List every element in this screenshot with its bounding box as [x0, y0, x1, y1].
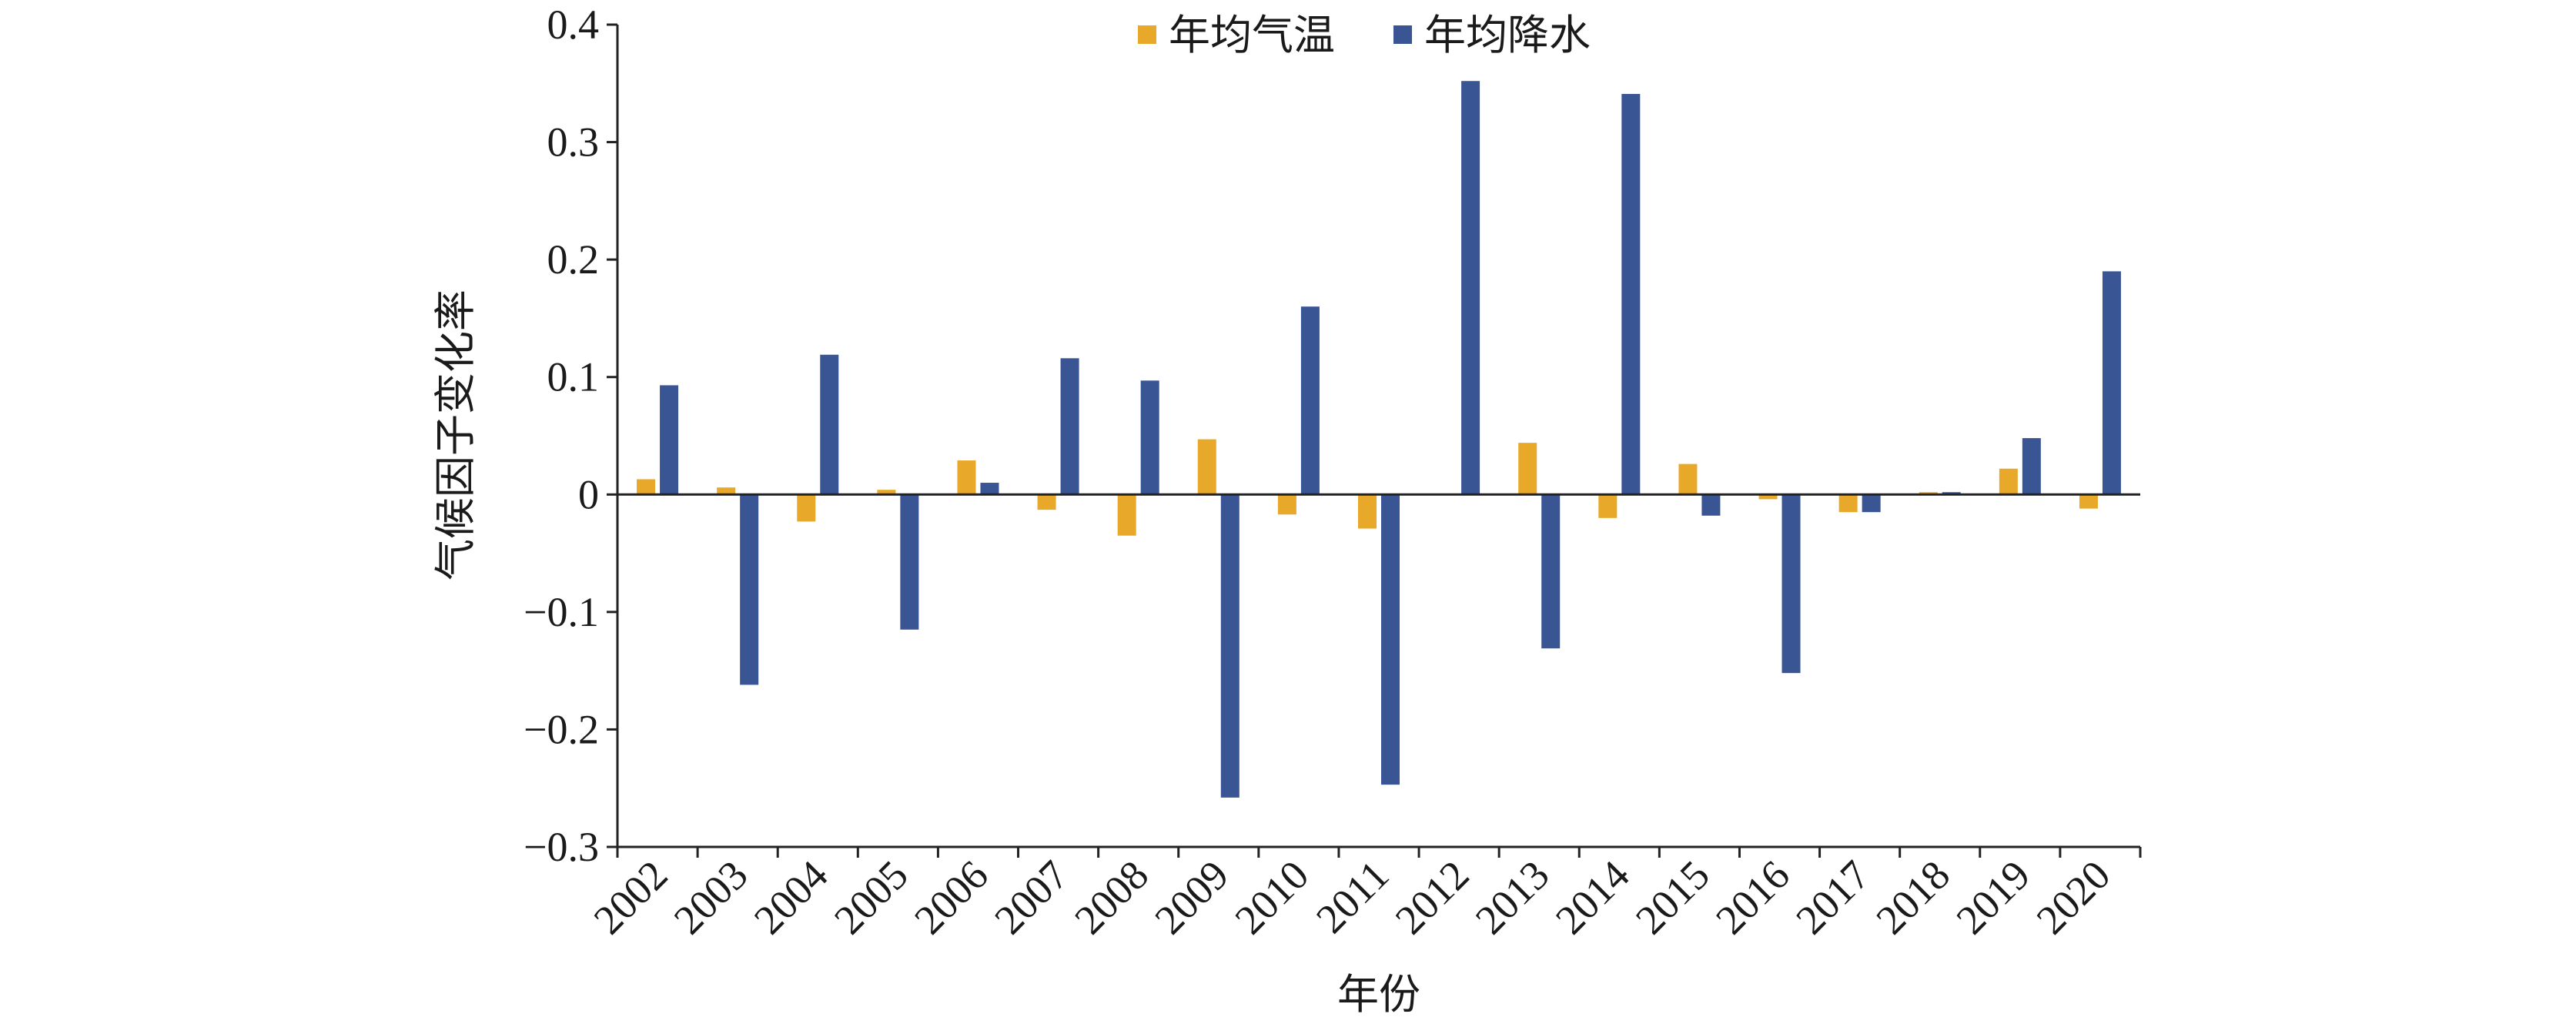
bar-temperature	[1117, 494, 1136, 536]
legend: 年均气温 年均降水	[1138, 11, 1591, 59]
bar-precipitation	[1781, 494, 1801, 674]
legend-swatch-precipitation	[1393, 25, 1412, 44]
bar-temperature	[1999, 468, 2018, 495]
bar-temperature	[1518, 443, 1537, 495]
y-tick-label: 0.3	[547, 119, 600, 166]
bar-temperature	[2079, 494, 2098, 509]
bar-precipitation	[1381, 494, 1400, 785]
x-tick-label: 2004	[745, 852, 837, 943]
x-tick-label: 2005	[825, 852, 917, 943]
bar-precipitation	[2022, 438, 2041, 495]
x-tick-label: 2014	[1547, 852, 1638, 943]
bar-temperature	[637, 479, 656, 495]
x-tick-label: 2003	[665, 852, 757, 943]
bar-temperature	[717, 487, 736, 495]
y-tick-label: −0.3	[524, 824, 599, 870]
x-tick-label: 2017	[1787, 852, 1878, 943]
bar-precipitation	[2102, 271, 2121, 495]
x-axis-ticks: 2002200320042005200620072008200920102011…	[585, 847, 2142, 943]
x-axis-title: 年份	[1337, 970, 1420, 1019]
x-tick-label: 2007	[985, 852, 1077, 943]
bar-precipitation	[740, 494, 759, 685]
bar-precipitation	[1140, 380, 1159, 495]
x-tick-label: 2016	[1707, 852, 1798, 943]
bars	[637, 81, 2121, 798]
bar-precipitation	[1541, 494, 1561, 649]
x-tick-label: 2011	[1307, 852, 1397, 942]
y-tick-label: 0	[578, 471, 599, 517]
x-tick-label: 2020	[2028, 852, 2119, 943]
bar-precipitation	[1942, 492, 1961, 495]
y-tick-label: 0.1	[547, 354, 600, 400]
legend-label-temperature: 年均气温	[1169, 11, 1335, 59]
bar-temperature	[1838, 494, 1858, 513]
x-tick-label: 2006	[905, 852, 997, 943]
legend-swatch-temperature	[1138, 25, 1156, 44]
x-tick-label: 2008	[1066, 852, 1157, 943]
bar-temperature	[1037, 494, 1056, 510]
bar-precipitation	[1621, 94, 1641, 495]
y-tick-label: 0.2	[547, 236, 600, 283]
x-tick-label: 2019	[1948, 852, 2039, 943]
bar-temperature	[797, 494, 816, 522]
bar-temperature	[957, 460, 976, 495]
y-tick-label: −0.1	[524, 589, 599, 635]
y-axis-ticks: 0.4 0.3 0.2 0.1 0 −0.1 −0.2 −0.3	[524, 2, 617, 870]
x-tick-label: 2018	[1867, 852, 1959, 943]
bar-precipitation	[1701, 494, 1721, 516]
bar-precipitation	[820, 354, 839, 495]
bar-precipitation	[1300, 306, 1320, 495]
x-tick-label: 2015	[1627, 852, 1718, 943]
bar-precipitation	[1461, 81, 1480, 495]
bar-temperature	[1678, 463, 1698, 495]
bar-temperature	[1358, 494, 1377, 529]
x-tick-label: 2009	[1146, 852, 1237, 943]
bar-precipitation	[900, 494, 919, 630]
y-tick-label: −0.2	[524, 706, 599, 752]
bar-precipitation	[980, 483, 999, 495]
bar-precipitation	[1220, 494, 1239, 798]
x-tick-label: 2012	[1387, 852, 1478, 943]
bar-temperature	[1758, 494, 1778, 500]
y-tick-label: 0.4	[547, 2, 600, 48]
bar-precipitation	[660, 385, 679, 495]
bar-temperature	[1277, 494, 1296, 515]
bar-temperature	[1598, 494, 1618, 518]
bar-precipitation	[1862, 494, 1881, 513]
x-tick-label: 2010	[1226, 852, 1318, 943]
bar-temperature	[1919, 492, 1938, 495]
bar-temperature	[877, 490, 896, 495]
bar-precipitation	[1060, 358, 1079, 495]
bar-temperature	[1197, 439, 1216, 495]
y-axis-title: 气候因子变化率	[431, 289, 480, 581]
x-tick-label: 2013	[1467, 852, 1558, 943]
legend-label-precipitation: 年均降水	[1424, 11, 1591, 59]
